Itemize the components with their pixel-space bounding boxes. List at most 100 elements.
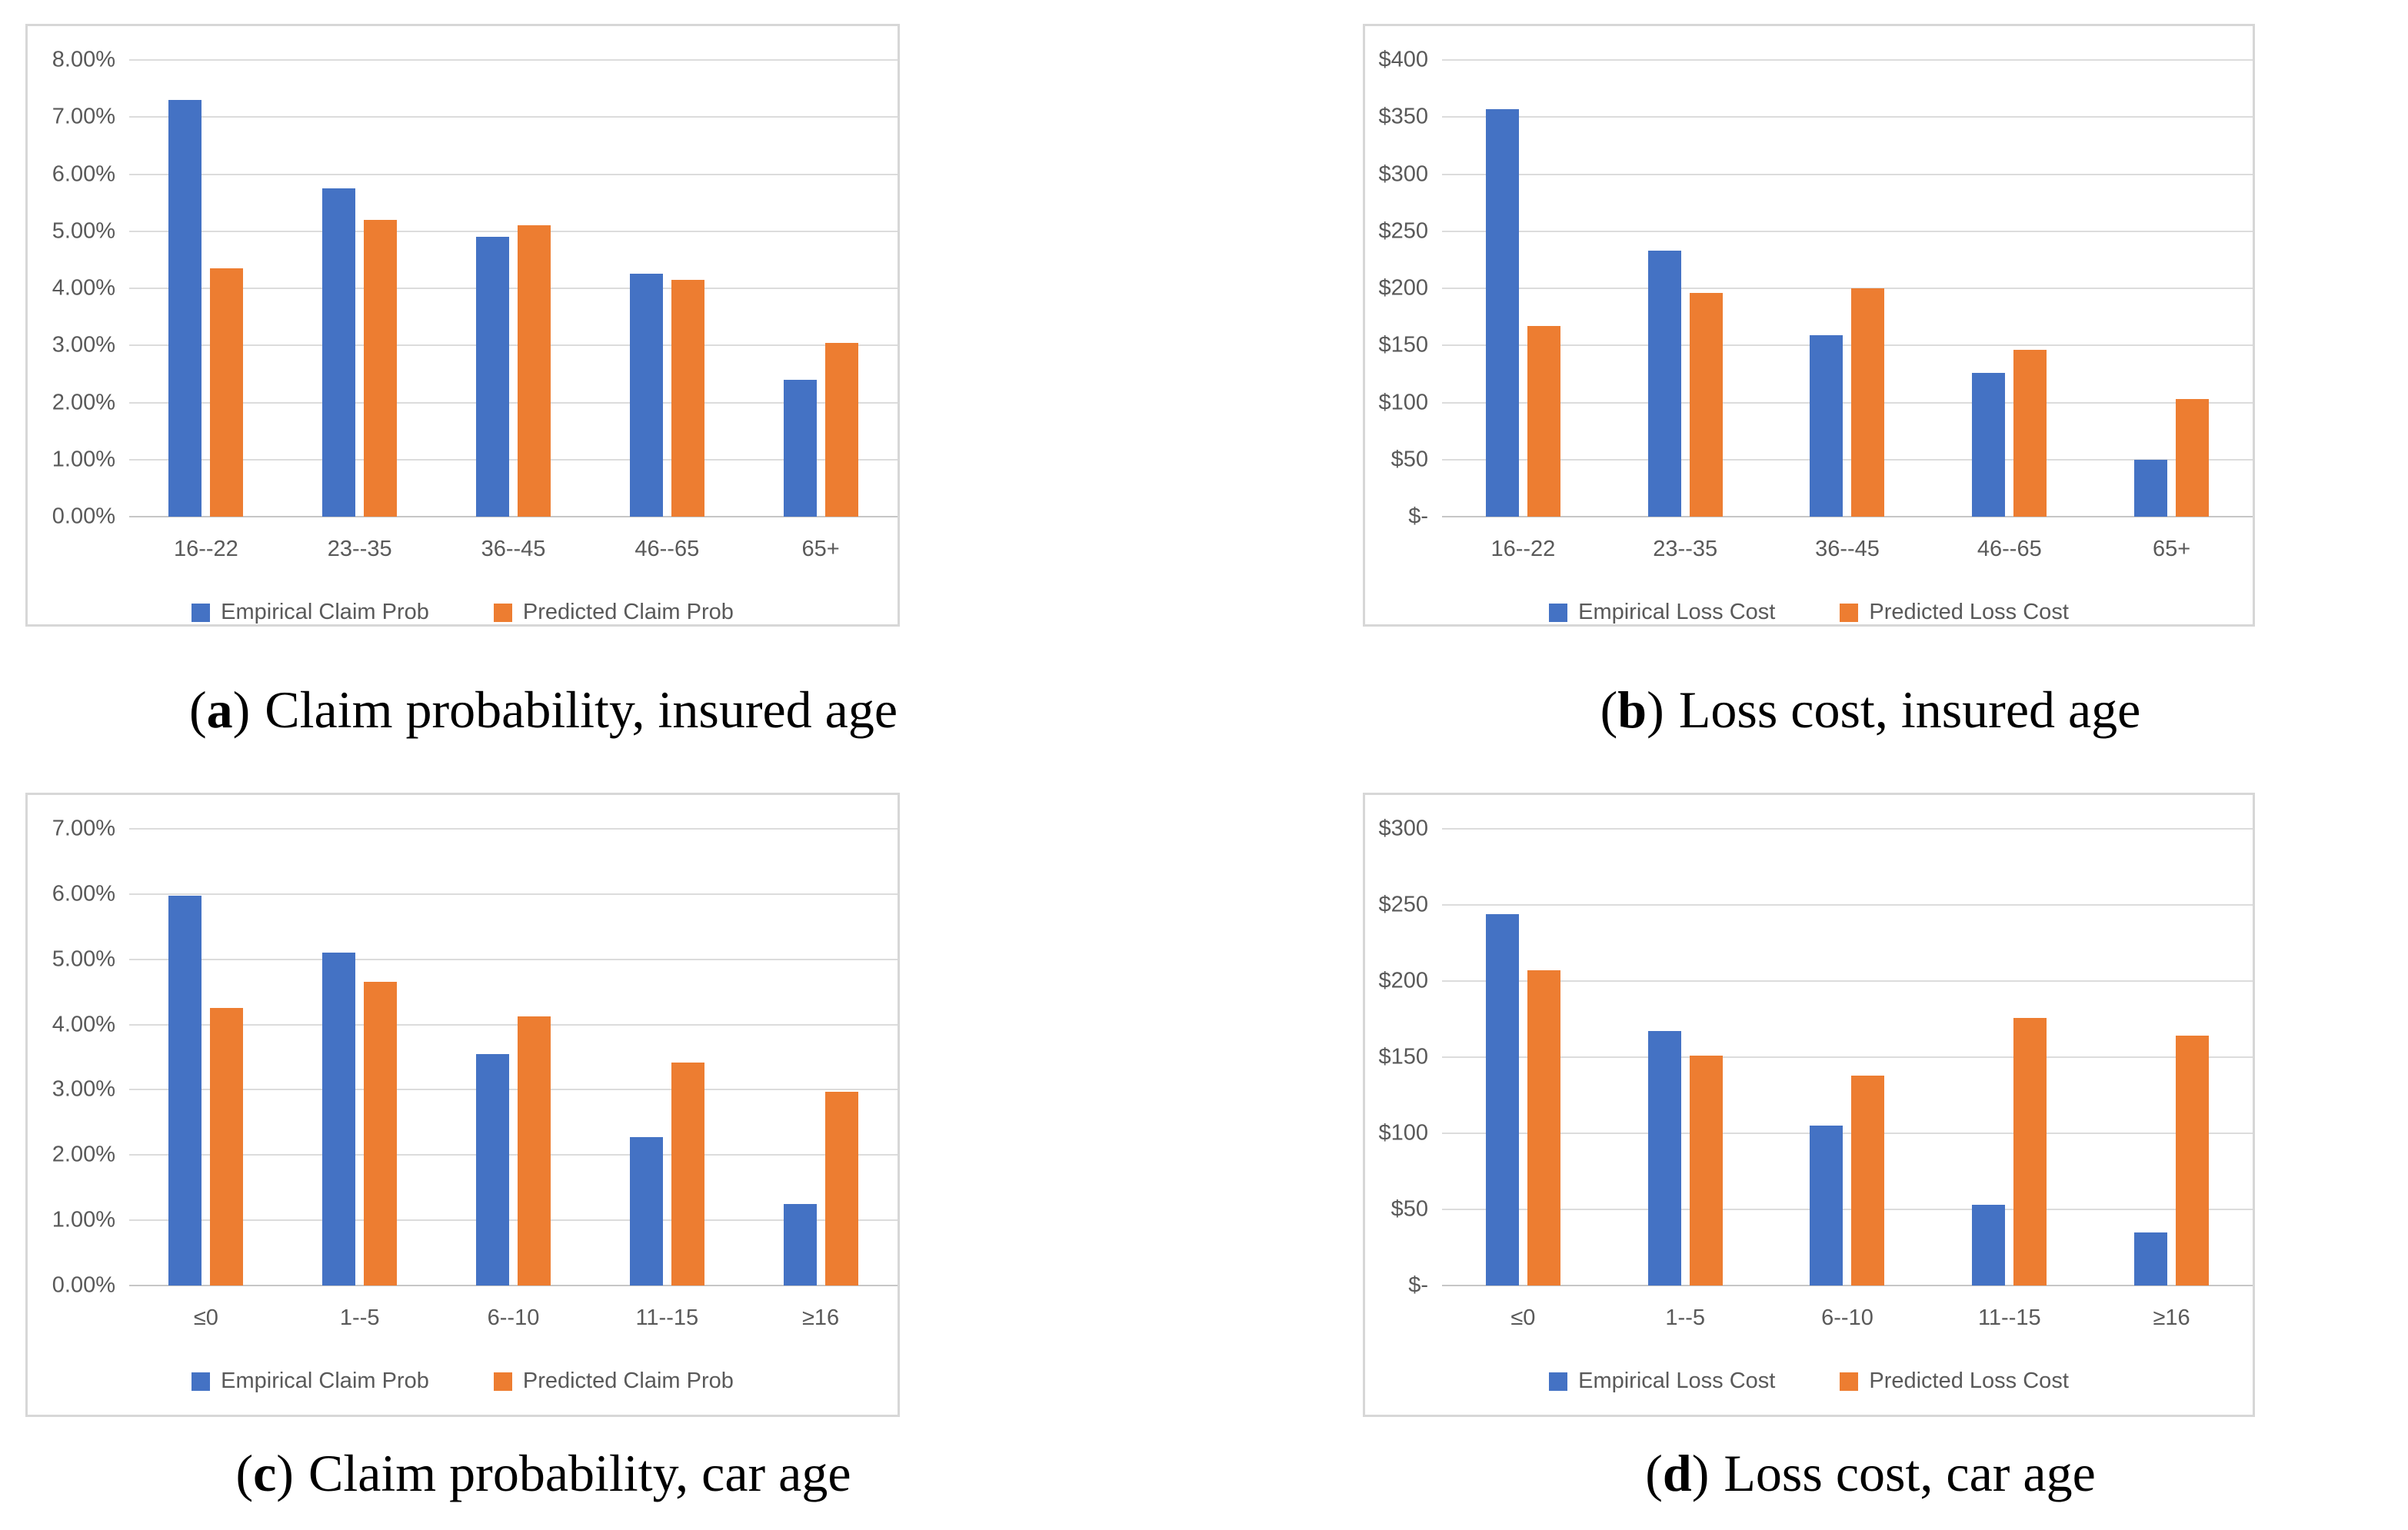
plot-area [1442,59,2253,517]
y-tick-label: 8.00% [52,47,115,72]
x-axis: ≤0 1--5 6--10 11--15 ≥16 [1442,1286,2253,1339]
plot-area [1442,828,2253,1286]
legend-label: Predicted Claim Prob [522,600,734,624]
bar-group [283,188,437,517]
y-tick-label: 0.00% [52,504,115,529]
y-tick-label: 5.00% [52,218,115,244]
bar-group [1442,913,1604,1286]
bar-groups [129,60,898,517]
bar-predicted-23--35 [1689,292,1723,517]
y-tick-label: $- [1408,504,1428,529]
caption-d-paren-close: ) [1691,1444,1710,1502]
gridline [129,1023,898,1026]
bar-empirical-46--65 [1972,372,2006,517]
legend-swatch-icon [1840,1372,1859,1391]
bar-group [744,342,898,517]
y-tick-label: $150 [1378,332,1428,358]
bar-group [129,99,283,517]
legend-label: Predicted Loss Cost [1869,600,2069,624]
legend-label: Predicted Claim Prob [522,1369,734,1393]
chart-panel-loss-cost-insured-age: $400 $350 $300 $250 $200 $150 $100 $50 $- 16--22 2… [1363,24,2255,627]
bar-empirical-11--15 [629,1136,663,1286]
bar-predicted-≥16 [824,1091,858,1286]
y-tick-label: $200 [1378,275,1428,301]
bar-groups [1442,829,2253,1286]
x-category-label: 65+ [801,537,840,561]
gridline [129,893,898,895]
bar-groups [1442,60,2253,517]
legend-swatch-icon [192,603,211,622]
y-axis: 8.00% 7.00% 6.00% 5.00% 4.00% 3.00% 2.00% 1.00%… [28,48,129,529]
gridline [1442,288,2253,289]
caption-a-paren-close: ) [232,680,251,739]
bar-predicted-46--65 [671,279,704,517]
legend: Empirical Claim Prob Predicted Claim Prob [28,1369,898,1394]
gridline [1442,230,2253,232]
legend-label: Empirical Loss Cost [1578,600,1776,624]
x-category-label: 36--45 [481,537,546,561]
x-axis-baseline [1442,1285,2253,1286]
bar-predicted-16--22 [210,268,244,517]
caption-c-letter: c [253,1444,277,1502]
bar-empirical-16--22 [168,99,202,517]
caption-d-letter: d [1662,1444,1692,1502]
gridline [1442,458,2253,461]
legend-item: Empirical Loss Cost [1549,1369,1775,1394]
chart-panel-claim-prob-car-age: 7.00% 6.00% 5.00% 4.00% 3.00% 2.00% 1.00% 0.00%… [25,793,900,1417]
bar-group [129,896,283,1286]
gridline [1442,1209,2253,1210]
gridline [129,173,898,175]
y-tick-label: 4.00% [52,1012,115,1037]
caption-a: (a) Claim probability, insured age [106,627,981,793]
bar-empirical-1--5 [322,953,356,1286]
bar-empirical-46--65 [629,274,663,517]
y-tick-label: $400 [1378,47,1428,72]
plot-area [129,59,898,517]
y-tick-label: 0.00% [52,1272,115,1298]
bar-group [1767,1075,1929,1286]
bar-group [744,1091,898,1286]
chart-panel-loss-cost-car-age: $300 $250 $200 $150 $100 $50 $- ≤0 1--5 6--10 11--… [1363,793,2255,1417]
gridline [1442,401,2253,404]
bar-predicted-6--10 [1851,1075,1885,1286]
x-category-label: ≥16 [2153,1305,2190,1330]
x-axis: 16--22 23--35 36--45 46--65 65+ [1442,517,2253,570]
legend-item: Predicted Loss Cost [1840,600,2069,624]
gridline [1442,1133,2253,1134]
x-category-label: 46--65 [634,537,700,561]
bar-predicted-65+ [824,342,858,517]
bar-group [590,1062,744,1286]
y-tick-label: $- [1408,1272,1428,1298]
bar-empirical-65+ [783,379,817,517]
y-axis: 7.00% 6.00% 5.00% 4.00% 3.00% 2.00% 1.00% 0.00% [28,817,129,1298]
legend-swatch-icon [493,603,512,622]
y-tick-label: 3.00% [52,332,115,358]
legend-label: Predicted Loss Cost [1869,1369,2069,1393]
y-tick-label: $350 [1378,104,1428,129]
gridline [129,116,898,118]
legend-swatch-icon [493,1372,512,1391]
legend: Empirical Claim Prob Predicted Claim Prob [28,600,898,624]
y-tick-label: 7.00% [52,104,115,129]
caption-b-paren-open: ( [1600,680,1618,739]
bar-predicted-≥16 [2176,1036,2210,1286]
y-tick-label: 2.00% [52,1142,115,1167]
legend-swatch-icon [1840,603,1859,622]
y-tick-label: $300 [1378,816,1428,841]
bar-group [1767,288,1929,517]
x-category-label: 11--15 [635,1305,699,1330]
plot-area-wrap: 16--22 23--35 36--45 46--65 65+ [1442,59,2253,570]
chart-body: 8.00% 7.00% 6.00% 5.00% 4.00% 3.00% 2.00% 1.00%… [28,48,898,570]
gridline [129,288,898,289]
y-axis: $300 $250 $200 $150 $100 $50 $- [1365,817,1442,1298]
bar-predicted-11--15 [2013,1017,2047,1286]
x-category-label: 11--15 [1977,1305,2041,1330]
y-tick-label: $150 [1378,1044,1428,1069]
bar-group [1604,1031,1767,1286]
bar-predicted-1--5 [1689,1056,1723,1286]
x-category-label: 23--35 [1653,537,1718,561]
gridline [1442,116,2253,118]
gridline [1442,980,2253,982]
x-category-label: ≤0 [193,1305,218,1330]
bar-empirical-6--10 [475,1053,509,1286]
